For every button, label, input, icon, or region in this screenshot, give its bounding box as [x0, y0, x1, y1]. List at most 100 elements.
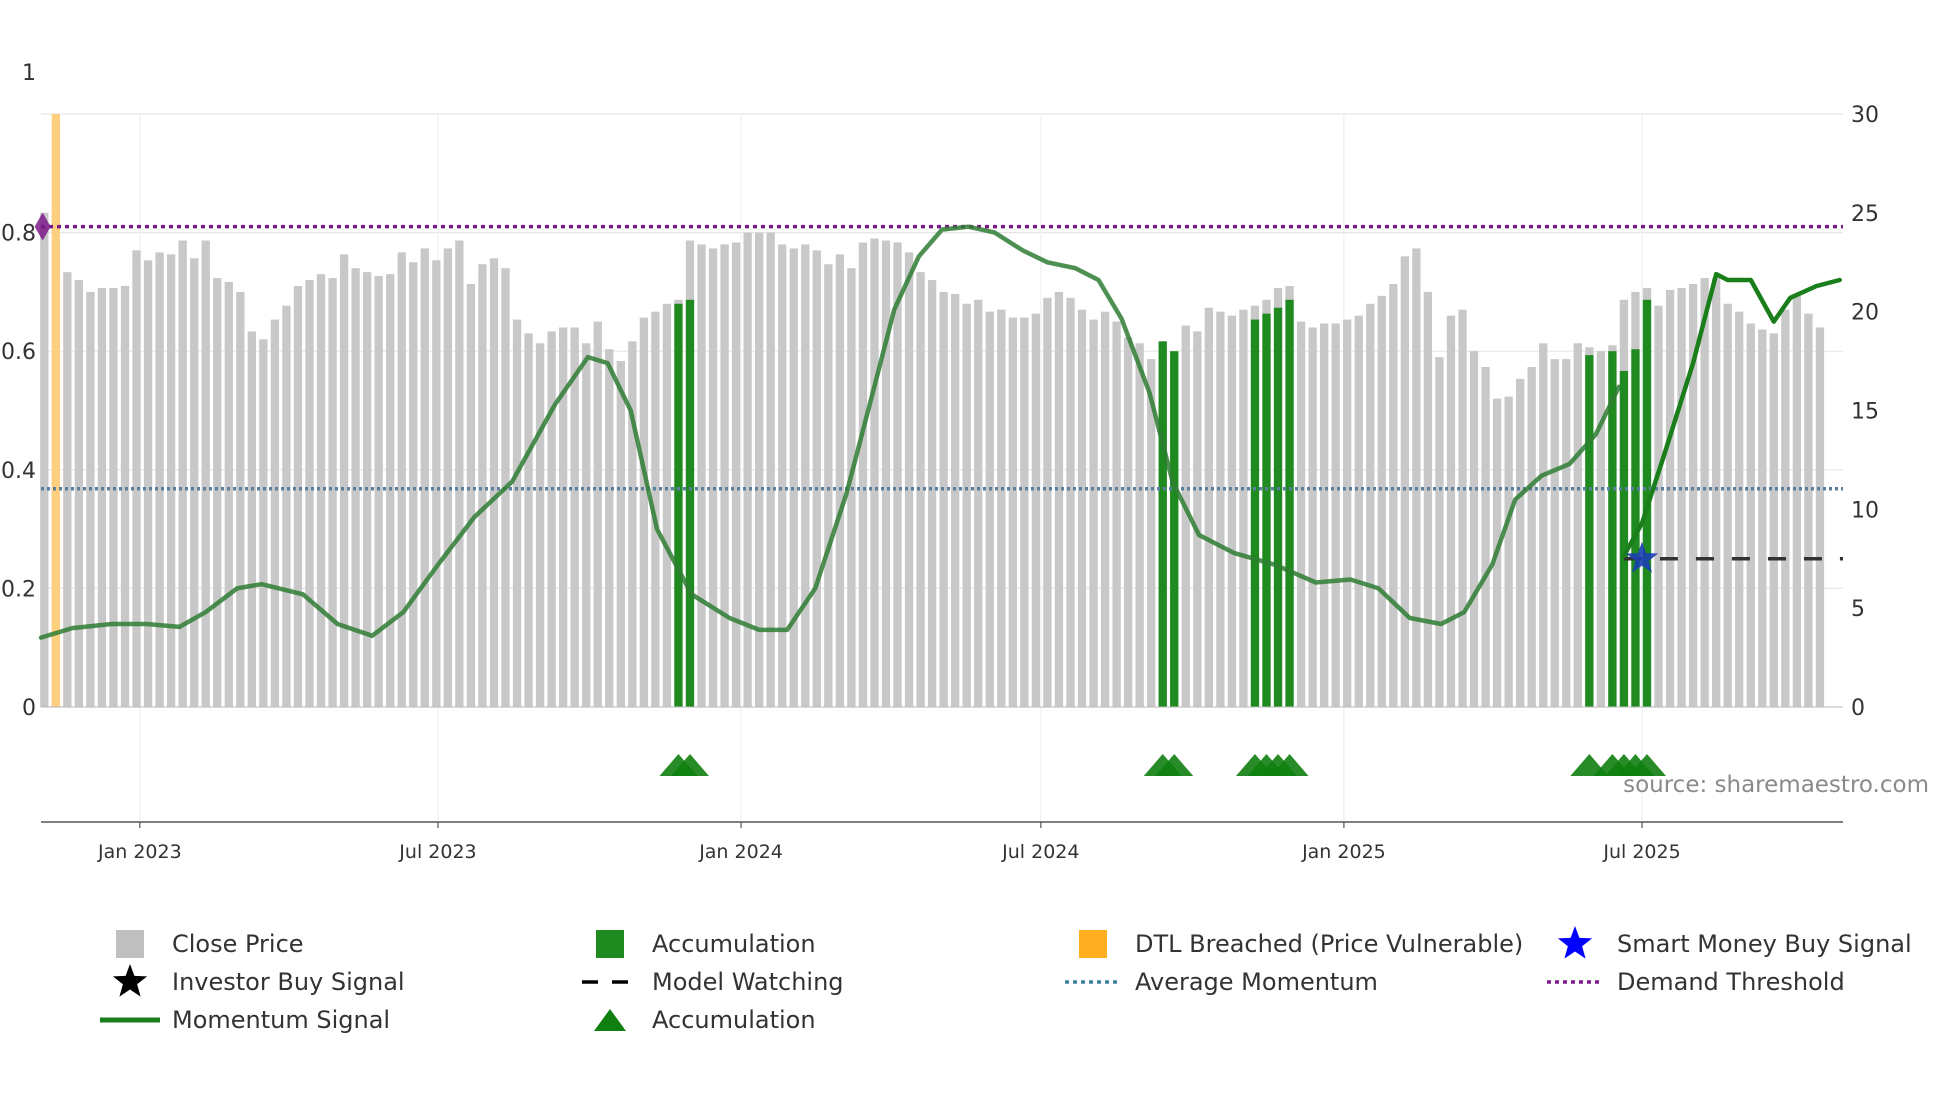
close-price-bar: [443, 248, 453, 707]
accumulation-bar: [1250, 319, 1260, 707]
right-y-tick-label: 15: [1851, 400, 1879, 425]
close-price-bar: [858, 242, 868, 707]
close-price-bar: [1446, 315, 1456, 707]
momentum-signal-line-recent: [1621, 271, 1842, 559]
legend-label-watching: Model Watching: [652, 968, 844, 996]
left-y-tick-label: 1: [22, 61, 36, 86]
close-price-bar: [1239, 309, 1248, 707]
right-y-tick-label: 20: [1851, 301, 1879, 326]
close-price-bar: [143, 260, 153, 707]
close-price-bar: [1504, 396, 1513, 707]
right-y-axis: 0 5 10 15 20 25 30: [1851, 103, 1879, 721]
close-price-bar: [559, 327, 568, 707]
left-y-tick-label: 0.6: [1, 340, 36, 365]
accumulation-bar: [1273, 307, 1283, 707]
close-price-bar: [132, 250, 141, 707]
close-price-bar: [1400, 256, 1410, 707]
close-price-bar: [985, 311, 994, 707]
legend-label-accum_bar: Accumulation: [652, 930, 816, 958]
close-price-bar: [1054, 291, 1064, 707]
x-tick-label: Jul 2025: [1602, 841, 1680, 863]
legend-swatch-dtl: [1079, 930, 1107, 958]
accumulation-bar: [1170, 351, 1179, 707]
accumulation-bar: [1158, 341, 1167, 707]
close-price-bar: [1735, 311, 1744, 707]
close-price-bar: [1204, 307, 1213, 707]
close-price-bar: [397, 252, 406, 707]
legend-swatch-accum_bar: [596, 930, 624, 958]
close-price-bar: [420, 248, 429, 707]
close-price-bar: [1688, 283, 1698, 707]
legend-item-close: Close Price: [116, 930, 304, 958]
legend: Close Price Accumulation DTL Breached (Pri…: [100, 926, 1912, 1034]
close-price-bar: [1700, 278, 1709, 707]
close-price-bar: [236, 291, 245, 707]
legend-star-smart: [1557, 926, 1593, 959]
legend-label-investor: Investor Buy Signal: [172, 968, 405, 996]
close-price-bar: [409, 262, 418, 707]
close-price-bar: [166, 254, 176, 708]
close-price-bar: [328, 278, 337, 707]
legend-swatch-close: [116, 930, 144, 958]
close-price-bar: [801, 244, 810, 707]
legend-label-accum_tri: Accumulation: [652, 1006, 816, 1034]
close-price-bar: [1758, 329, 1767, 707]
accumulation-bar: [1631, 349, 1640, 707]
x-tick-label: Jul 2024: [1001, 841, 1079, 863]
close-price-bar: [512, 319, 522, 707]
close-price-bar: [1469, 351, 1479, 707]
accumulation-triangle: [670, 754, 709, 776]
close-price-bar: [893, 242, 902, 707]
close-price-bar: [651, 311, 660, 707]
axes: [41, 706, 1843, 823]
close-price-bar: [812, 250, 821, 707]
close-price-bar: [1319, 323, 1329, 707]
close-price-bar: [270, 319, 280, 707]
legend-item-accum_tri: Accumulation: [594, 1006, 816, 1034]
x-tick-label: Jul 2023: [398, 841, 476, 863]
legend-item-watching: Model Watching: [582, 968, 844, 996]
close-price-bar: [190, 258, 199, 707]
close-price-bar: [605, 349, 614, 707]
close-price-bar: [1527, 367, 1536, 707]
right-y-tick-label: 30: [1851, 103, 1879, 128]
close-price-bar: [1481, 367, 1490, 707]
close-price-bar: [1308, 327, 1317, 707]
close-price-bar: [1654, 305, 1663, 707]
close-price-bar: [1596, 351, 1606, 707]
close-price-bar: [1343, 319, 1352, 707]
close-price-bar: [962, 303, 971, 707]
close-price-bar: [720, 244, 729, 707]
close-price-bar: [339, 254, 349, 708]
close-price-bar: [282, 305, 291, 707]
close-price-bar: [547, 331, 556, 707]
accumulation-bar: [674, 303, 683, 707]
close-price-bar: [835, 254, 845, 708]
close-price-bar: [432, 260, 441, 707]
left-y-tick-label: 0.4: [1, 459, 36, 484]
right-y-tick-label: 5: [1851, 597, 1865, 622]
close-price-bar: [1665, 289, 1675, 707]
close-price-bar: [1723, 303, 1732, 707]
close-price-bar: [478, 264, 487, 707]
close-price-bar: [1435, 357, 1444, 707]
close-price-bar: [939, 291, 948, 707]
close-price-bar: [582, 343, 591, 707]
close-price-bar: [824, 264, 833, 707]
accumulation-bar: [1585, 355, 1594, 707]
close-price-bar: [1135, 343, 1144, 707]
legend-star-investor: [112, 964, 148, 997]
close-price-bar: [997, 309, 1006, 707]
close-price-bar: [743, 232, 752, 707]
demand-threshold-marker: [34, 212, 51, 241]
close-price-bar: [1550, 359, 1559, 707]
close-price-bar: [1296, 321, 1306, 707]
close-price-bar: [1815, 327, 1825, 707]
close-price-bar: [1769, 333, 1778, 707]
close-price-bar: [1516, 378, 1525, 707]
legend-item-accum_bar: Accumulation: [596, 930, 816, 958]
close-price-bar: [466, 283, 476, 707]
momentum-signal-line: [38, 224, 1622, 640]
close-price-bar: [213, 278, 222, 707]
